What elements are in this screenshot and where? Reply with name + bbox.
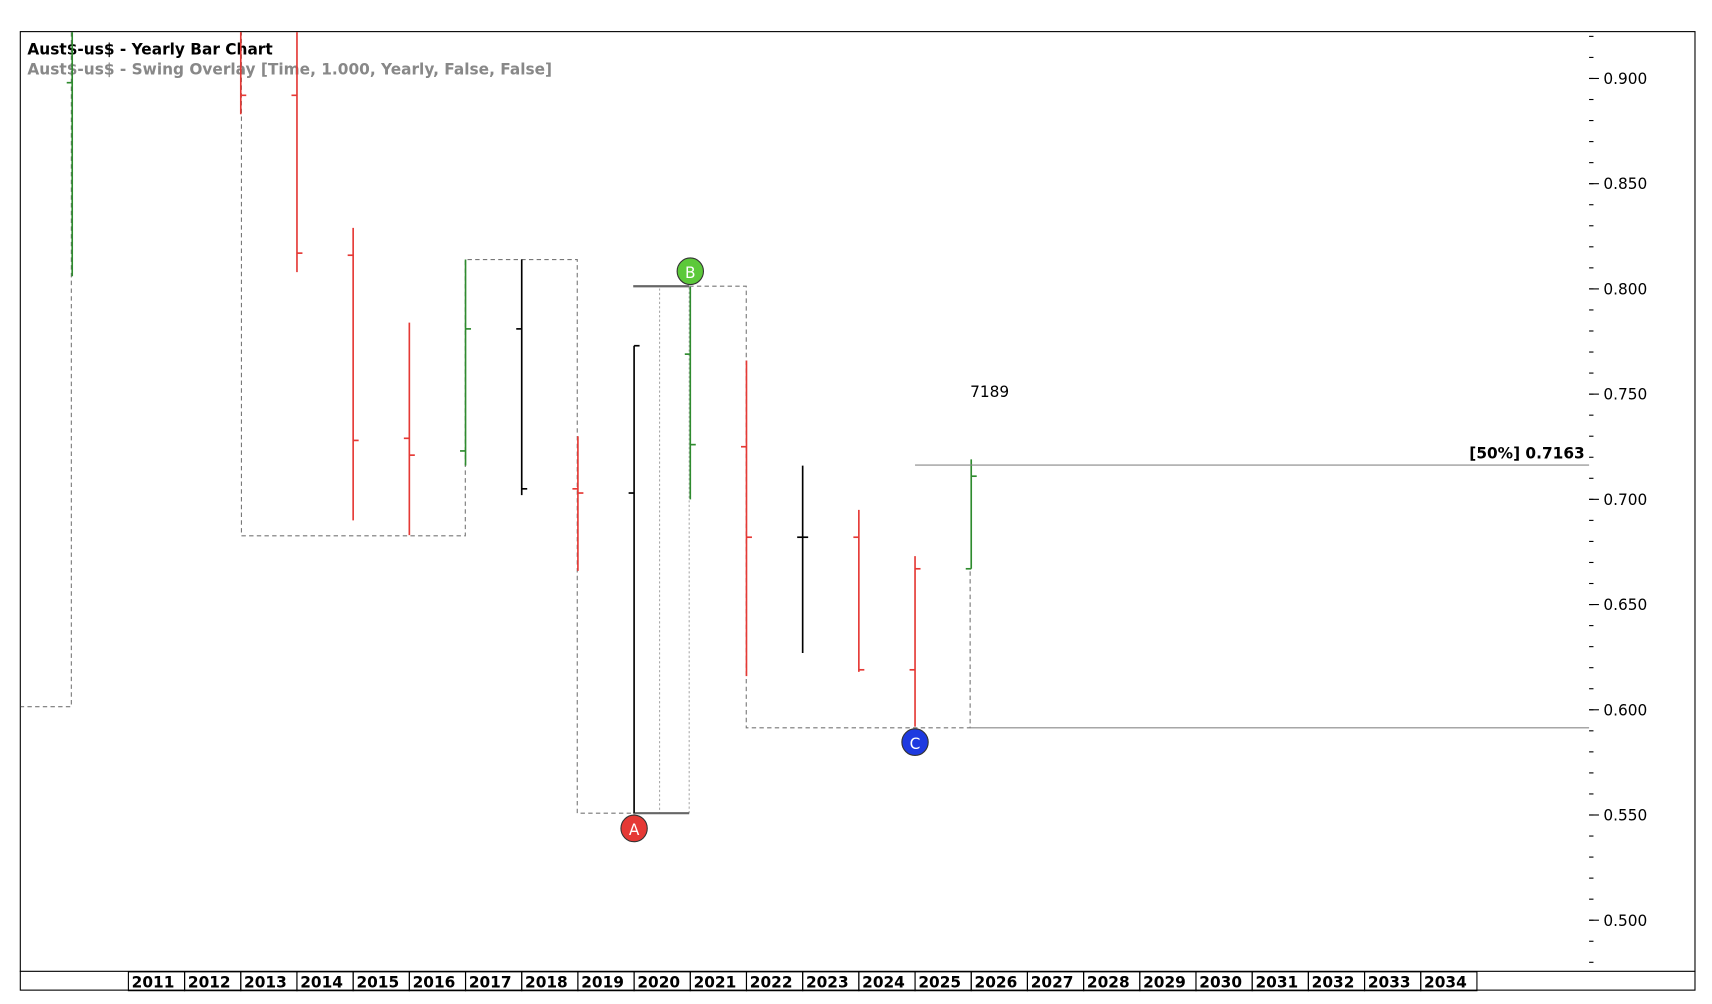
x-tick-label: 2030	[1199, 973, 1242, 991]
x-tick-label: 2016	[413, 973, 456, 991]
x-tick-label: 2026	[975, 973, 1018, 991]
x-tick-box	[1420, 971, 1478, 992]
y-tick-label: 0.650	[1603, 596, 1647, 614]
x-tick-label: 2029	[1143, 973, 1186, 991]
chart-frame	[19, 31, 1696, 991]
swing-label: B	[685, 264, 696, 282]
x-tick-label: 2027	[1031, 973, 1074, 991]
swing-point	[901, 728, 929, 757]
x-tick-label: 2034	[1424, 973, 1467, 991]
x-tick-label: 2031	[1255, 973, 1298, 991]
y-tick-label: 0.550	[1603, 806, 1647, 824]
x-tick-label: 2011	[132, 973, 175, 991]
bars	[66, 32, 977, 813]
y-tick-label: 0.900	[1603, 70, 1647, 88]
swing-label: C	[910, 735, 921, 753]
x-tick-label: 2028	[1087, 973, 1130, 991]
x-tick-label: 2012	[188, 973, 231, 991]
x-tick-label: 2014	[300, 973, 343, 991]
y-tick-label: 0.600	[1603, 701, 1647, 719]
chart-title: Aust$-us$ - Yearly Bar Chart	[27, 40, 273, 58]
retracement-label: [50%] 0.7163	[1469, 444, 1584, 462]
y-tick-label: 0.800	[1603, 280, 1647, 298]
x-tick-label: 2018	[525, 973, 568, 991]
x-tick-label: 2020	[637, 973, 680, 991]
x-tick-label: 2032	[1312, 973, 1355, 991]
x-tick-label: 2023	[806, 973, 849, 991]
y-tick-label: 0.850	[1603, 175, 1647, 193]
x-tick-label: 2021	[694, 973, 737, 991]
x-tick-label: 2017	[469, 973, 512, 991]
x-tick-label: 2025	[918, 973, 961, 991]
x-tick-label: 2019	[581, 973, 624, 991]
x-tick-label: 2015	[356, 973, 399, 991]
swing-point	[620, 814, 648, 843]
x-tick-label: 2024	[862, 973, 905, 991]
x-tick-label: 2033	[1368, 973, 1411, 991]
x-tick-label: 2013	[244, 973, 287, 991]
chart-subtitle: Aust$-us$ - Swing Overlay [Time, 1.000, …	[27, 60, 552, 78]
swing-label: A	[629, 821, 640, 839]
x-tick-label: 2022	[750, 973, 793, 991]
swing-point	[676, 257, 705, 286]
y-tick-label: 0.750	[1603, 386, 1647, 404]
annotation: 7189	[970, 383, 1009, 401]
y-tick-label: 0.700	[1603, 491, 1647, 509]
y-tick-label: 0.500	[1603, 912, 1647, 930]
